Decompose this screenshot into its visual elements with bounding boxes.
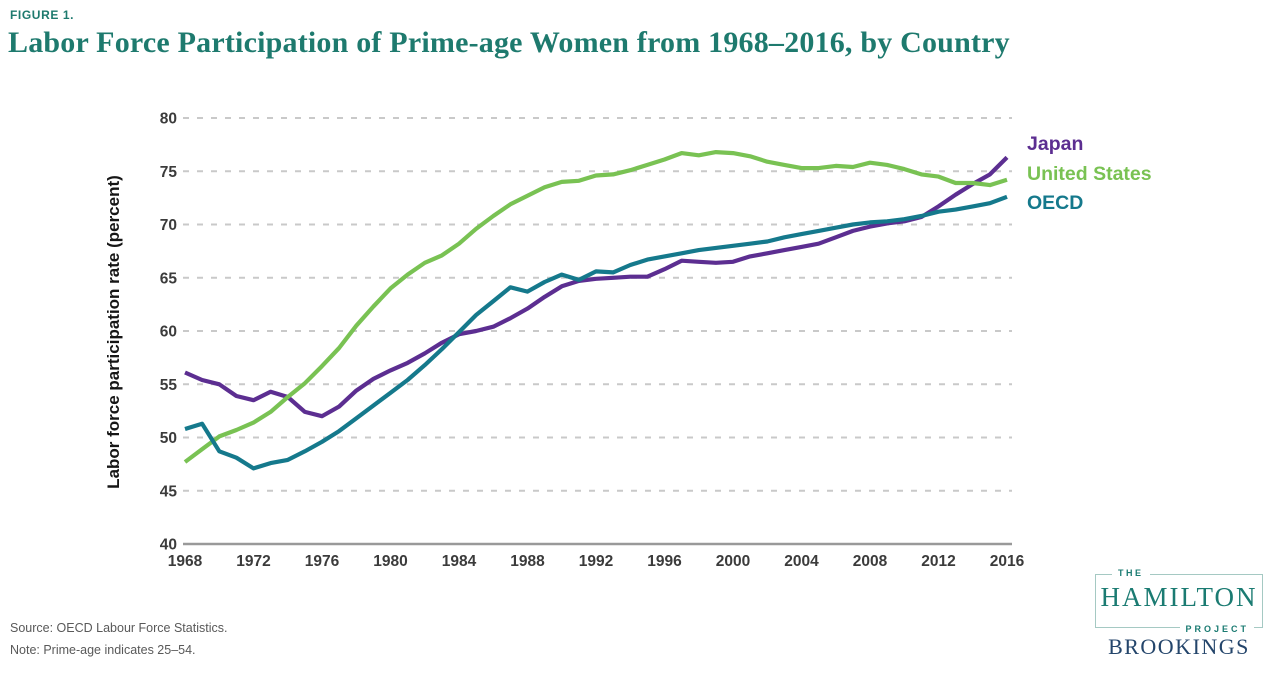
y-tick-label: 50 xyxy=(160,430,177,447)
legend-label-united-states: United States xyxy=(1027,162,1152,185)
hamilton-logo-the: THE xyxy=(1112,568,1150,578)
x-tick-label: 1984 xyxy=(442,553,477,570)
y-tick-label: 80 xyxy=(160,111,177,128)
y-tick-label: 70 xyxy=(160,217,177,234)
x-tick-label: 2000 xyxy=(716,553,750,570)
x-tick-label: 2008 xyxy=(853,553,888,570)
figure-number-label: FIGURE 1. xyxy=(10,8,75,22)
x-tick-label: 1996 xyxy=(647,553,682,570)
y-tick-label: 40 xyxy=(160,537,177,554)
x-tick-label: 1976 xyxy=(305,553,340,570)
legend-label-japan: Japan xyxy=(1027,133,1084,155)
y-tick-label: 65 xyxy=(160,270,178,287)
x-tick-label: 1972 xyxy=(236,553,270,570)
chart-legend: Japan United States OECD xyxy=(1027,130,1152,219)
legend-label-oecd: OECD xyxy=(1027,192,1084,214)
x-tick-label: 2016 xyxy=(990,553,1025,570)
x-tick-label: 1968 xyxy=(168,553,203,570)
note-text: Note: Prime-age indicates 25–54. xyxy=(10,643,196,657)
y-tick-label: 55 xyxy=(160,377,178,394)
y-tick-label: 75 xyxy=(160,164,178,181)
brookings-logo: BROOKINGS xyxy=(1108,634,1250,659)
source-note-block: Source: OECD Labour Force Statistics. No… xyxy=(10,617,227,661)
hamilton-logo-project: PROJECT xyxy=(1180,624,1254,634)
hamilton-project-logo: THE HAMILTON PROJECT xyxy=(1095,568,1263,634)
x-tick-label: 1980 xyxy=(373,553,407,570)
x-tick-label: 2012 xyxy=(921,553,955,570)
series-line-japan xyxy=(184,155,1009,419)
y-axis-title: Labor force participation rate (percent) xyxy=(104,175,123,489)
hamilton-logo-name: HAMILTON xyxy=(1100,582,1258,612)
page-title: Labor Force Participation of Prime-age W… xyxy=(8,26,1010,59)
series-line-oecd xyxy=(184,194,1008,471)
y-tick-label: 45 xyxy=(160,483,178,500)
x-tick-label: 1992 xyxy=(579,553,613,570)
series-line-united-states xyxy=(183,150,1008,464)
source-text: Source: OECD Labour Force Statistics. xyxy=(10,621,228,635)
x-tick-label: 2004 xyxy=(784,553,819,570)
y-tick-label: 60 xyxy=(160,324,177,341)
x-tick-label: 1988 xyxy=(510,553,545,570)
